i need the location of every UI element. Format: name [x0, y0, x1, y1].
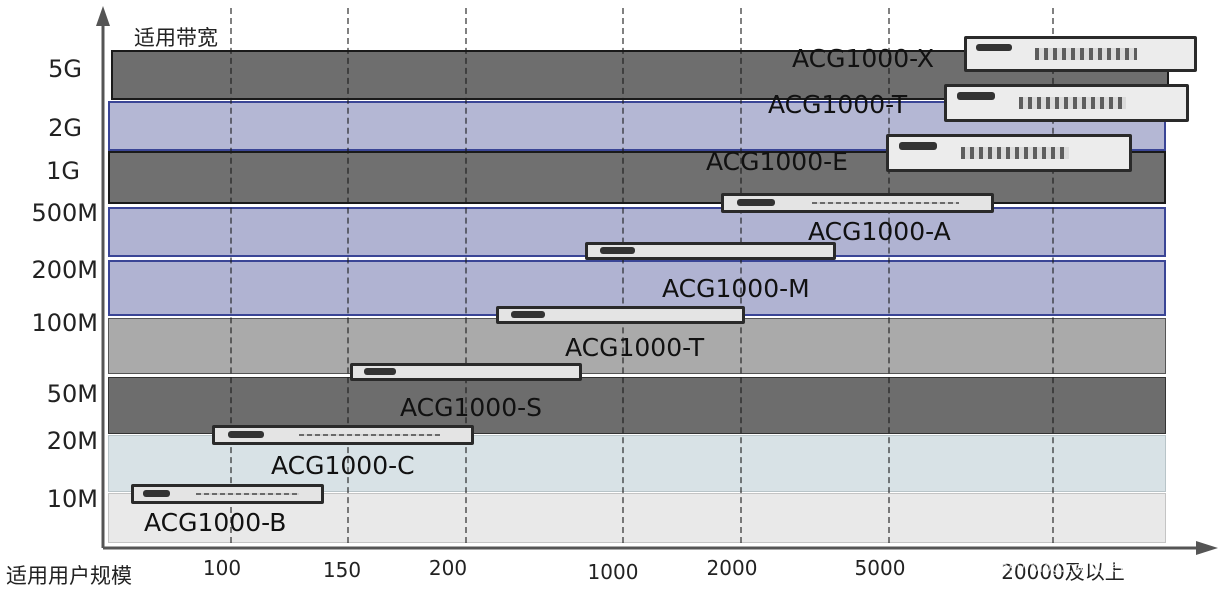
device-image-acg1000-e — [886, 134, 1132, 172]
x-label-5000: 5000 — [854, 556, 906, 580]
y-label-5g: 5G — [48, 55, 82, 83]
x-label-200: 200 — [428, 556, 468, 580]
band-50m — [108, 377, 1166, 434]
y-label-200m: 200M — [31, 256, 98, 284]
device-label-acg1000-x: ACG1000-X — [792, 44, 935, 73]
x-label-1000: 1000 — [587, 560, 639, 584]
device-label-acg1000-t: ACG1000-T — [565, 333, 705, 362]
device-image-acg1000-t — [496, 306, 745, 324]
device-label-acg1000-t-large: ACG1000-T — [768, 90, 908, 119]
x-label-2000: 2000 — [706, 556, 758, 580]
device-image-acg1000-a — [721, 193, 994, 213]
gridline-200 — [465, 8, 467, 543]
gridline-5000 — [888, 8, 890, 543]
y-label-100m: 100M — [31, 309, 98, 337]
gridline-2000 — [740, 8, 742, 543]
device-image-acg1000-m — [585, 242, 836, 260]
gridline-100 — [230, 8, 232, 543]
device-image-acg1000-b — [131, 484, 324, 504]
x-label-20000-plus: 20000及以上 — [1001, 560, 1125, 584]
device-label-acg1000-a: ACG1000-A — [808, 217, 951, 246]
watermark: https://blog.csdn.net/oldmao_2001 — [980, 560, 1225, 576]
device-label-acg1000-c: ACG1000-C — [271, 451, 415, 480]
gridline-500 — [622, 8, 624, 543]
x-axis-title: 适用用户规模 — [6, 564, 132, 588]
x-label-150: 150 — [322, 558, 362, 582]
y-label-1g: 1G — [46, 157, 80, 185]
y-label-20m: 20M — [46, 427, 98, 455]
y-label-500m: 500M — [31, 199, 98, 227]
device-label-acg1000-e: ACG1000-E — [706, 147, 848, 176]
device-image-acg1000-x — [964, 36, 1197, 72]
gridline-20000 — [1052, 8, 1054, 543]
device-label-acg1000-m: ACG1000-M — [662, 274, 810, 303]
y-label-2g: 2G — [48, 114, 82, 142]
device-label-acg1000-s: ACG1000-S — [400, 393, 543, 422]
y-label-10m: 10M — [46, 485, 98, 513]
device-label-acg1000-b: ACG1000-B — [144, 508, 287, 537]
gridline-150 — [347, 8, 349, 543]
device-image-acg1000-t-large — [944, 84, 1189, 122]
x-label-100: 100 — [202, 556, 242, 580]
x-axis-arrow — [1196, 541, 1218, 555]
y-label-50m: 50M — [46, 380, 98, 408]
y-axis-title: 适用带宽 — [134, 26, 218, 50]
y-axis-arrow — [96, 6, 110, 26]
device-image-acg1000-c — [212, 425, 474, 445]
device-image-acg1000-s — [350, 363, 582, 381]
